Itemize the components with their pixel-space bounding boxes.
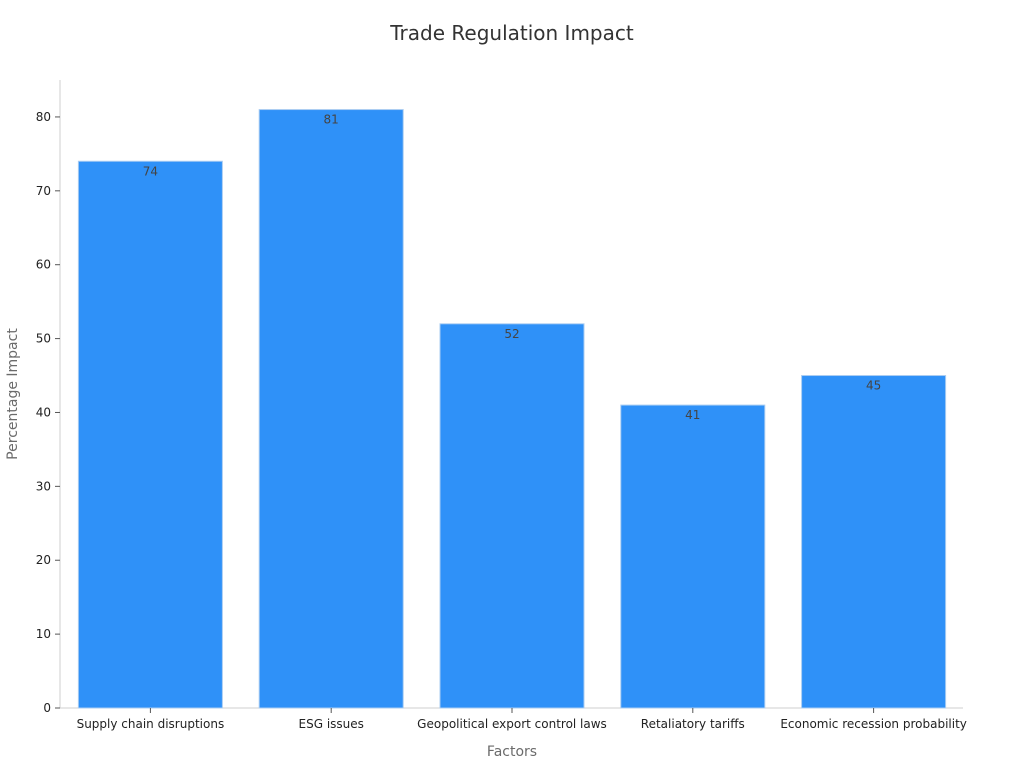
x-tick-label: ESG issues — [299, 717, 364, 731]
x-tick-label: Retaliatory tariffs — [641, 717, 745, 731]
bar — [620, 404, 766, 709]
y-tick-label: 30 — [36, 479, 51, 493]
bar-value-label: 52 — [504, 327, 519, 341]
bar — [439, 323, 585, 709]
x-tick-label: Geopolitical export control laws — [417, 717, 607, 731]
y-tick-label: 60 — [36, 258, 51, 272]
x-tick-label: Supply chain disruptions — [77, 717, 225, 731]
y-tick-label: 0 — [43, 701, 51, 715]
bar — [77, 160, 223, 709]
bar-value-label: 45 — [866, 379, 881, 393]
y-tick-label: 80 — [36, 110, 51, 124]
y-tick-label: 70 — [36, 184, 51, 198]
y-tick-label: 50 — [36, 332, 51, 346]
y-tick-label: 40 — [36, 405, 51, 419]
x-axis-label: Factors — [487, 744, 537, 760]
y-tick-label: 20 — [36, 553, 51, 567]
bar-value-label: 81 — [324, 113, 339, 127]
plot-area: 0 10 20 30 40 50 60 70 80 74 Supply chain disrupti… — [36, 80, 967, 731]
bar-value-label: 41 — [685, 408, 700, 422]
chart-title: Trade Regulation Impact — [389, 21, 634, 45]
bar-value-label: 74 — [143, 164, 158, 178]
bar — [258, 109, 404, 709]
y-axis-label: Percentage Impact — [5, 328, 21, 460]
y-tick-label: 10 — [36, 627, 51, 641]
bar — [801, 375, 947, 709]
x-tick-label: Economic recession probability — [780, 717, 967, 731]
